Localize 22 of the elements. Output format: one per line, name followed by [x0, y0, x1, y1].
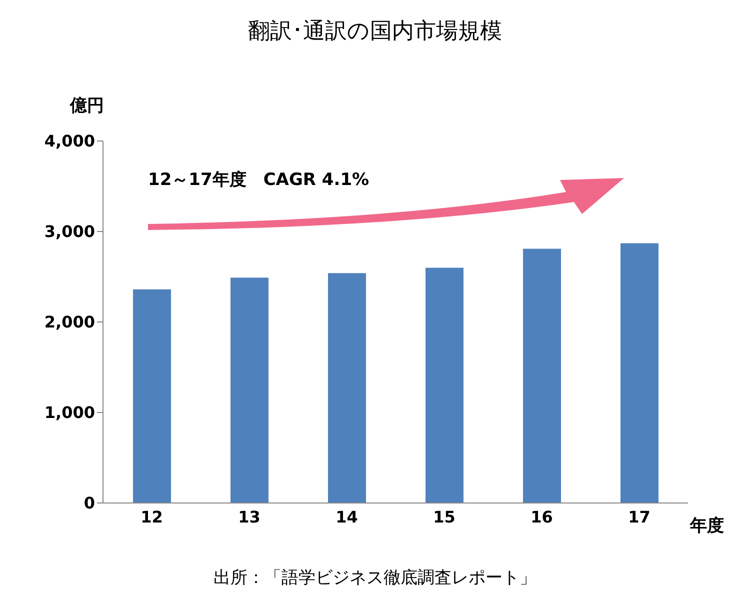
bar: [426, 268, 464, 503]
x-tick-label: 15: [433, 507, 456, 526]
x-tick-label: 12: [140, 507, 163, 526]
annotation: 12～17年度 CAGR 4.1%: [148, 169, 370, 191]
y-tick-label: 4,000: [44, 132, 95, 151]
chart-title: 翻訳･通訳の国内市場規模: [247, 18, 503, 46]
y-tick-label: 0: [84, 494, 95, 513]
y-tick-label: 3,000: [44, 222, 95, 242]
y-tick-label: 2,000: [44, 312, 95, 332]
text: 出所：「語学ビジネス徹底調査レポート」: [212, 567, 538, 589]
y-axis-title: 億円: [70, 95, 104, 117]
x-axis-title: 年度: [690, 515, 724, 537]
x-tick-label: 17: [628, 507, 650, 526]
bar: [620, 243, 658, 503]
x-tick-label: 16: [530, 507, 553, 526]
bar: [230, 278, 268, 503]
bar: [133, 289, 171, 503]
y-tick-label: 1,000: [44, 403, 95, 422]
x-tick-label: 14: [336, 507, 358, 526]
bar: [523, 248, 561, 503]
x-tick-label: 13: [238, 507, 260, 526]
bar: [328, 273, 366, 503]
